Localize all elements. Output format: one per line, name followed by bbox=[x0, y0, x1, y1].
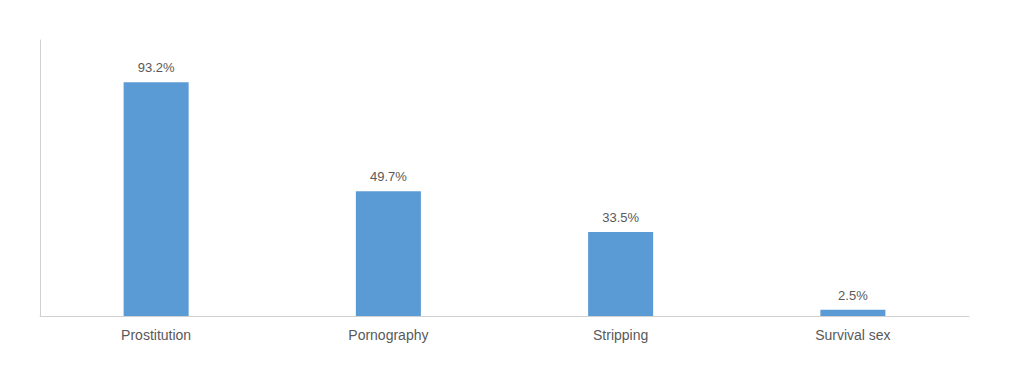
svg-text:Survival sex: Survival sex bbox=[815, 327, 890, 343]
svg-text:Pornography: Pornography bbox=[348, 327, 428, 343]
svg-text:Stripping: Stripping bbox=[593, 327, 648, 343]
svg-text:33.5%: 33.5% bbox=[602, 210, 639, 225]
svg-text:2.5%: 2.5% bbox=[838, 288, 868, 303]
svg-text:49.7%: 49.7% bbox=[370, 169, 407, 184]
svg-text:93.2%: 93.2% bbox=[138, 60, 175, 75]
svg-text:Prostitution: Prostitution bbox=[121, 327, 191, 343]
